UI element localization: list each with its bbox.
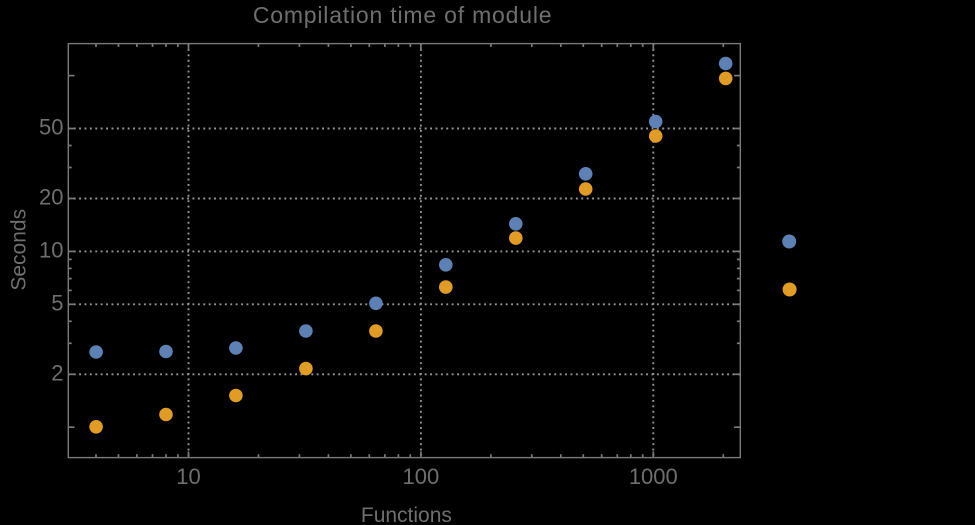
svg-text:10: 10 — [176, 464, 200, 489]
svg-text:100: 100 — [403, 464, 440, 489]
svg-text:2: 2 — [51, 361, 63, 386]
svg-text:1000: 1000 — [629, 464, 678, 489]
svg-text:20: 20 — [39, 185, 63, 210]
svg-text:50: 50 — [39, 115, 63, 140]
svg-text:10: 10 — [39, 238, 63, 263]
svg-text:5: 5 — [51, 291, 63, 316]
svg-text:Functions: Functions — [361, 504, 452, 525]
svg-text:Compilation time of module: Compilation time of module — [253, 2, 552, 28]
svg-text:Seconds: Seconds — [8, 209, 31, 291]
